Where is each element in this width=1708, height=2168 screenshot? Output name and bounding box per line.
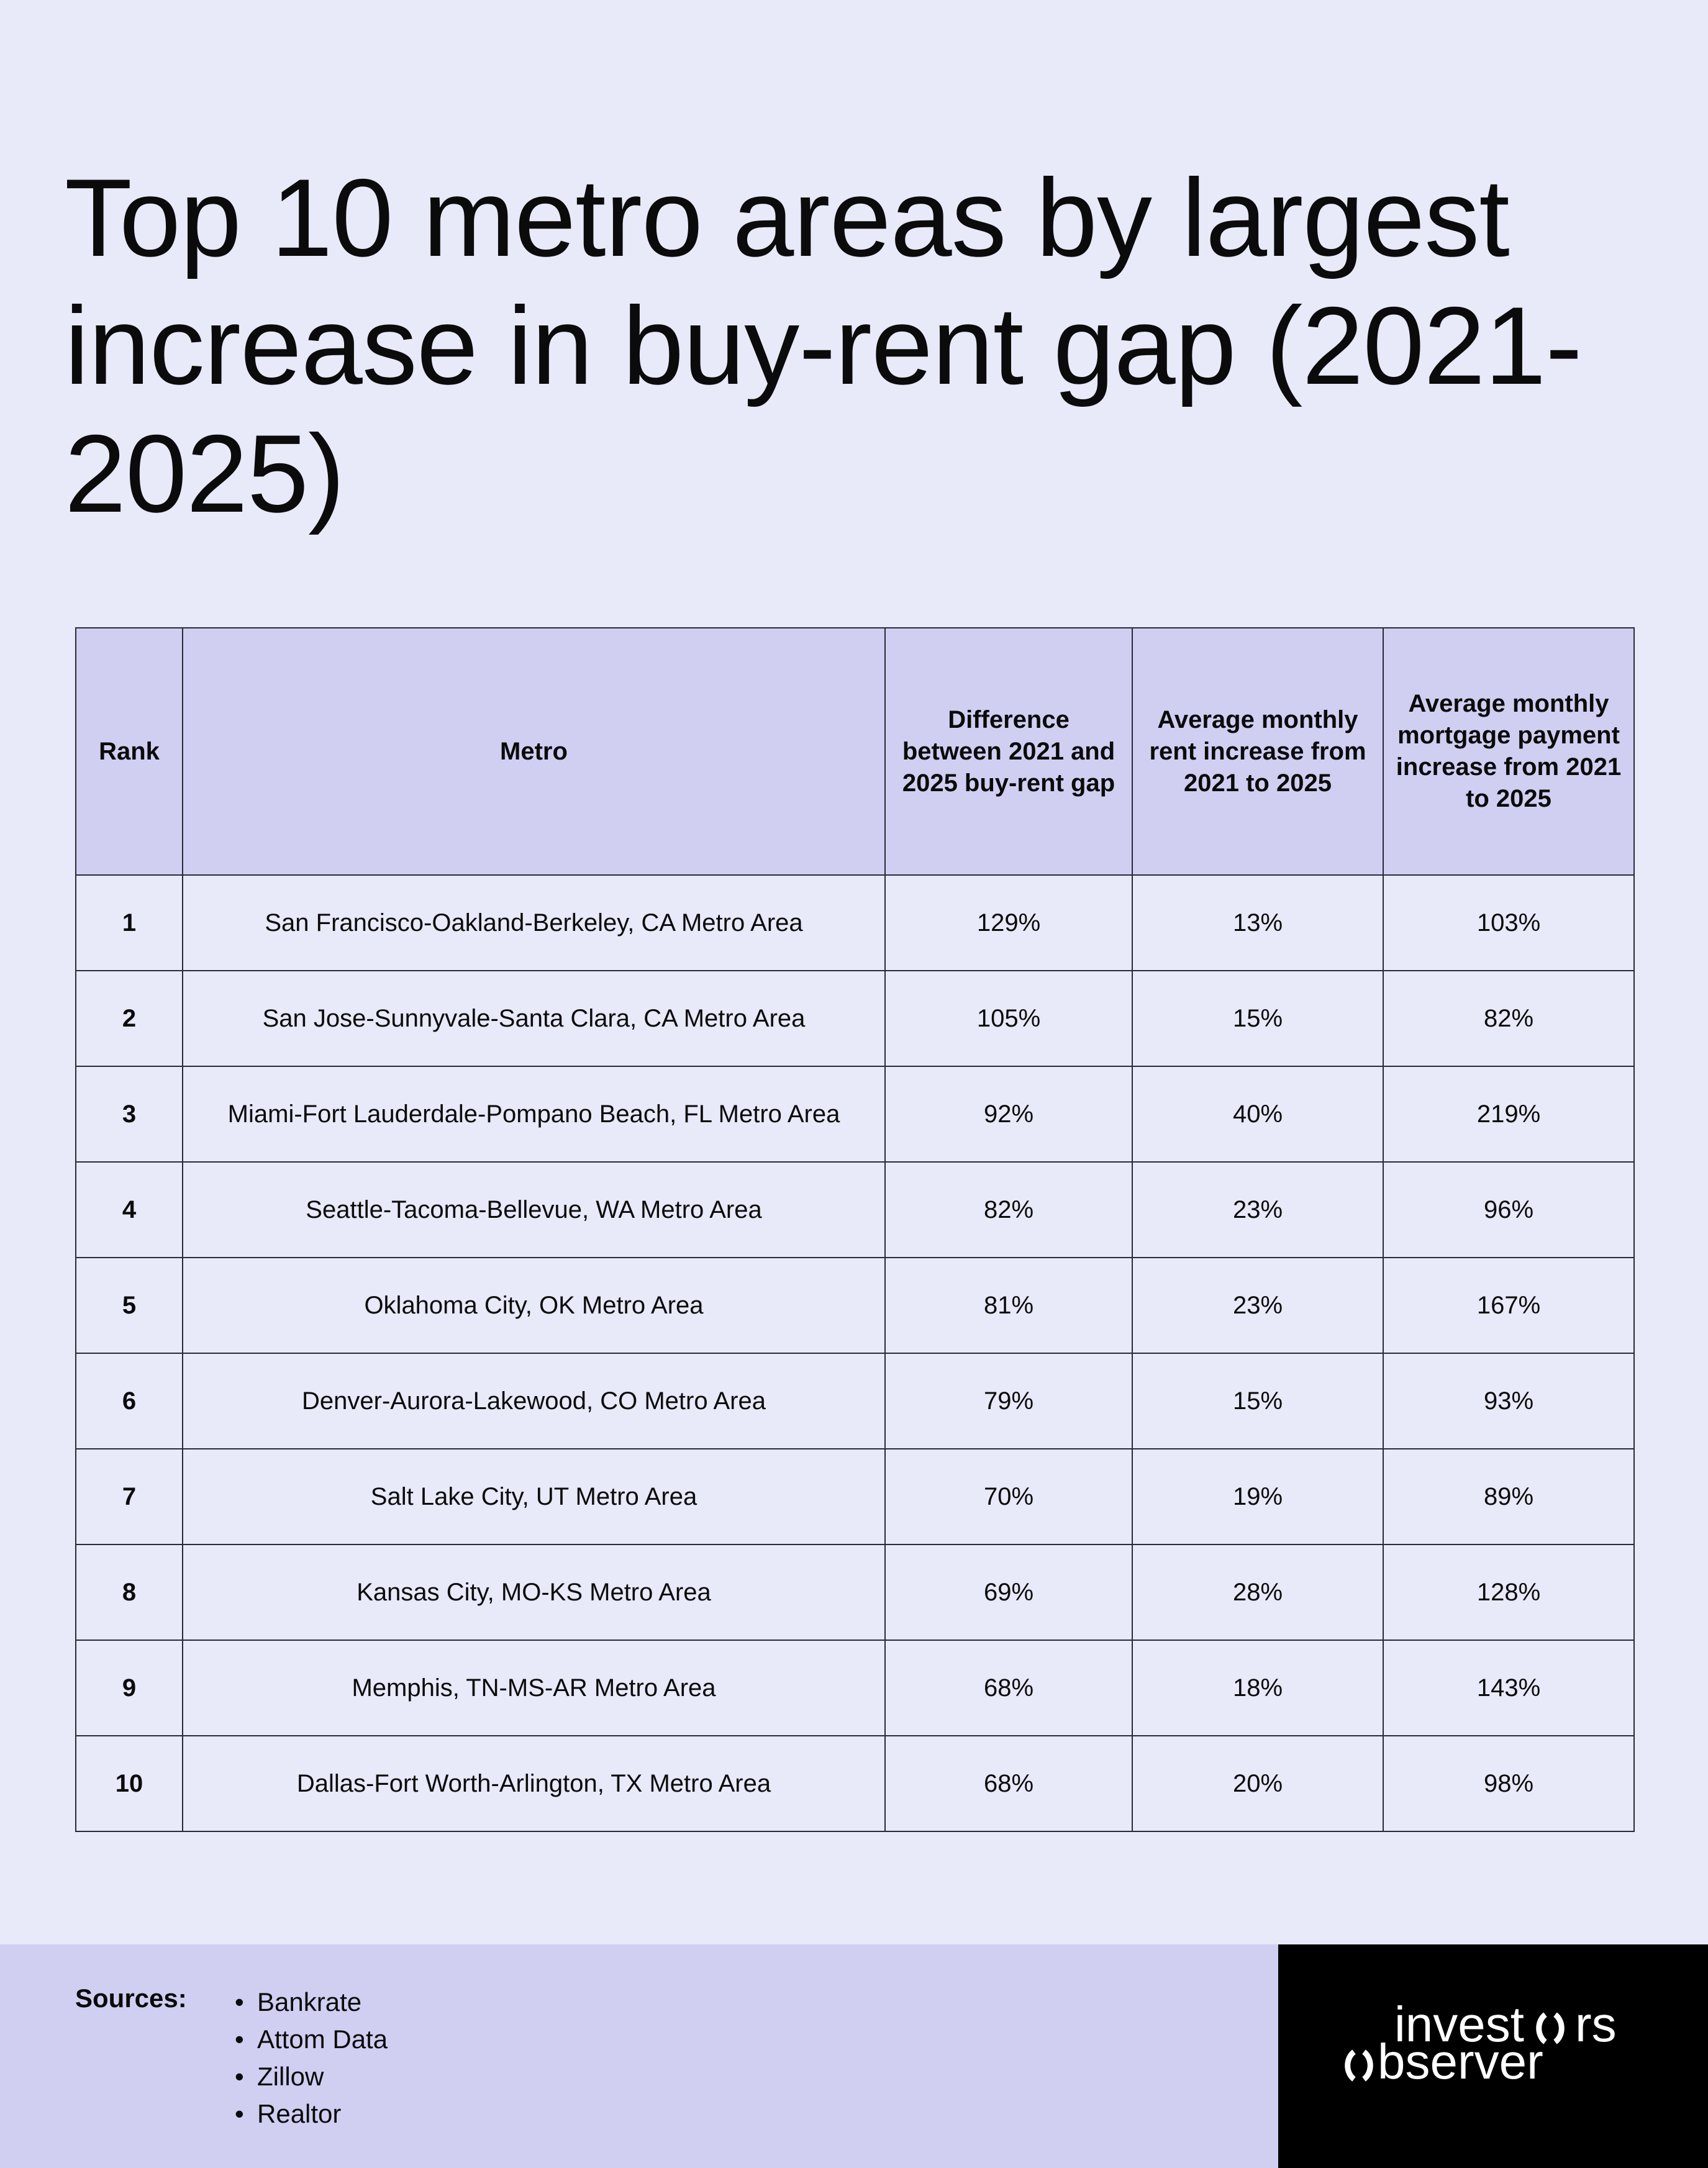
header-rent-increase: Average monthly rent increase from 2021 … (1132, 627, 1384, 876)
rank-cell: 9 (75, 1640, 183, 1736)
source-item: • Bankrate (235, 1984, 388, 2021)
gap-difference-cell: 82% (884, 1161, 1133, 1258)
logo-line1-text: invest (1394, 1997, 1524, 2052)
rent-increase-cell: 15% (1132, 1353, 1384, 1449)
table-row: 9 Memphis, TN-MS-AR Metro Area 68% 18% 143% (75, 1640, 1635, 1736)
rank-cell: 10 (75, 1735, 183, 1832)
bullet-icon: • (235, 2099, 244, 2128)
gap-difference-cell: 79% (884, 1353, 1133, 1449)
rent-increase-cell: 28% (1132, 1544, 1384, 1641)
source-item: • Zillow (235, 2058, 388, 2095)
metro-cell: Seattle-Tacoma-Bellevue, WA Metro Area (182, 1161, 886, 1258)
mortgage-increase-cell: 103% (1383, 874, 1635, 971)
sources-label: Sources: (75, 1984, 187, 2013)
rent-increase-cell: 23% (1132, 1161, 1384, 1258)
mortgage-increase-cell: 89% (1383, 1448, 1635, 1545)
mortgage-increase-cell: 96% (1383, 1161, 1635, 1258)
source-name: Realtor (257, 2099, 342, 2128)
mortgage-increase-cell: 128% (1383, 1544, 1635, 1641)
bullet-icon: • (235, 1987, 244, 2016)
mortgage-increase-cell: 219% (1383, 1066, 1635, 1163)
rent-increase-cell: 40% (1132, 1066, 1384, 1163)
logo-ring-left-arc (1536, 2012, 1547, 2044)
bullet-icon: • (235, 2062, 244, 2091)
rank-cell: 8 (75, 1544, 183, 1641)
mortgage-increase-cell: 143% (1383, 1640, 1635, 1736)
table-body: 1 San Francisco-Oakland-Berkeley, CA Metr… (75, 874, 1635, 1832)
metro-cell: San Francisco-Oakland-Berkeley, CA Metro… (182, 874, 886, 971)
rank-cell: 2 (75, 970, 183, 1067)
gap-difference-cell: 92% (884, 1066, 1133, 1163)
source-item: • Attom Data (235, 2021, 388, 2058)
metro-cell: Denver-Aurora-Lakewood, CO Metro Area (182, 1353, 886, 1449)
rank-cell: 5 (75, 1257, 183, 1354)
metro-cell: Oklahoma City, OK Metro Area (182, 1257, 886, 1354)
table-row: 10 Dallas-Fort Worth-Arlington, TX Metro … (75, 1735, 1635, 1832)
gap-difference-cell: 129% (884, 874, 1133, 971)
logo-line1-text-end: rs (1575, 1997, 1617, 2052)
mortgage-increase-cell: 82% (1383, 970, 1635, 1067)
source-name: Bankrate (257, 1987, 362, 2016)
logo-line2-text: bserver (1378, 2034, 1543, 2089)
logo-ring2-right-arc (1362, 2049, 1373, 2082)
table-row: 8 Kansas City, MO-KS Metro Area 69% 28% 128% (75, 1544, 1635, 1641)
gap-difference-cell: 68% (884, 1735, 1133, 1832)
rent-increase-cell: 18% (1132, 1640, 1384, 1736)
source-name: Attom Data (257, 2025, 388, 2054)
gap-difference-cell: 69% (884, 1544, 1133, 1641)
header-metro: Metro (182, 627, 886, 876)
mortgage-increase-cell: 93% (1383, 1353, 1635, 1449)
mortgage-increase-cell: 98% (1383, 1735, 1635, 1832)
rank-cell: 7 (75, 1448, 183, 1545)
source-name: Zillow (257, 2062, 324, 2091)
rank-cell: 1 (75, 874, 183, 971)
mortgage-increase-cell: 167% (1383, 1257, 1635, 1354)
metro-cell: San Jose-Sunnyvale-Santa Clara, CA Metro… (182, 970, 886, 1067)
sources-list: • Bankrate • Attom Data • Zillow • Realtor (235, 1984, 388, 2133)
rank-cell: 3 (75, 1066, 183, 1163)
logo-mark: invest rs bserver (1345, 1997, 1617, 2089)
rank-cell: 6 (75, 1353, 183, 1449)
gap-difference-cell: 81% (884, 1257, 1133, 1354)
metro-table: Rank Metro Difference between 2021 and 2… (75, 627, 1635, 1832)
gap-difference-cell: 70% (884, 1448, 1133, 1545)
table-row: 3 Miami-Fort Lauderdale-Pompano Beach, FL… (75, 1066, 1635, 1163)
logo-ring-right-arc (1553, 2012, 1565, 2044)
table-row: 7 Salt Lake City, UT Metro Area 70% 19% 89% (75, 1448, 1635, 1545)
metro-cell: Miami-Fort Lauderdale-Pompano Beach, FL … (182, 1066, 886, 1163)
gap-difference-cell: 105% (884, 970, 1133, 1067)
logo-ring2-left-arc (1345, 2049, 1356, 2082)
table-header-row: Rank Metro Difference between 2021 and 2… (75, 627, 1635, 876)
rent-increase-cell: 23% (1132, 1257, 1384, 1354)
table-row: 1 San Francisco-Oakland-Berkeley, CA Metr… (75, 874, 1635, 971)
metro-cell: Salt Lake City, UT Metro Area (182, 1448, 886, 1545)
table-row: 2 San Jose-Sunnyvale-Santa Clara, CA Metr… (75, 970, 1635, 1067)
investors-observer-logo: invest rs bserver (1278, 1944, 1708, 2168)
table-row: 4 Seattle-Tacoma-Bellevue, WA Metro Area 8… (75, 1161, 1635, 1258)
source-item: • Realtor (235, 2095, 388, 2133)
chart-title: Top 10 metro areas by largest increase i… (65, 156, 1583, 535)
bullet-icon: • (235, 2025, 244, 2054)
header-gap-difference: Difference between 2021 and 2025 buy-ren… (884, 627, 1133, 876)
rent-increase-cell: 19% (1132, 1448, 1384, 1545)
metro-cell: Kansas City, MO-KS Metro Area (182, 1544, 886, 1641)
table-row: 6 Denver-Aurora-Lakewood, CO Metro Area 79… (75, 1353, 1635, 1449)
rank-cell: 4 (75, 1161, 183, 1258)
header-mortgage-increase: Average monthly mortgage payment increas… (1383, 627, 1635, 876)
rent-increase-cell: 15% (1132, 970, 1384, 1067)
table-row: 5 Oklahoma City, OK Metro Area 81% 23% 167% (75, 1257, 1635, 1354)
metro-cell: Memphis, TN-MS-AR Metro Area (182, 1640, 886, 1736)
metro-cell: Dallas-Fort Worth-Arlington, TX Metro Ar… (182, 1735, 886, 1832)
gap-difference-cell: 68% (884, 1640, 1133, 1736)
header-rank: Rank (75, 627, 183, 876)
rent-increase-cell: 13% (1132, 874, 1384, 971)
rent-increase-cell: 20% (1132, 1735, 1384, 1832)
footer: Sources: • Bankrate • Attom Data • Zillow •… (0, 1944, 1708, 2168)
